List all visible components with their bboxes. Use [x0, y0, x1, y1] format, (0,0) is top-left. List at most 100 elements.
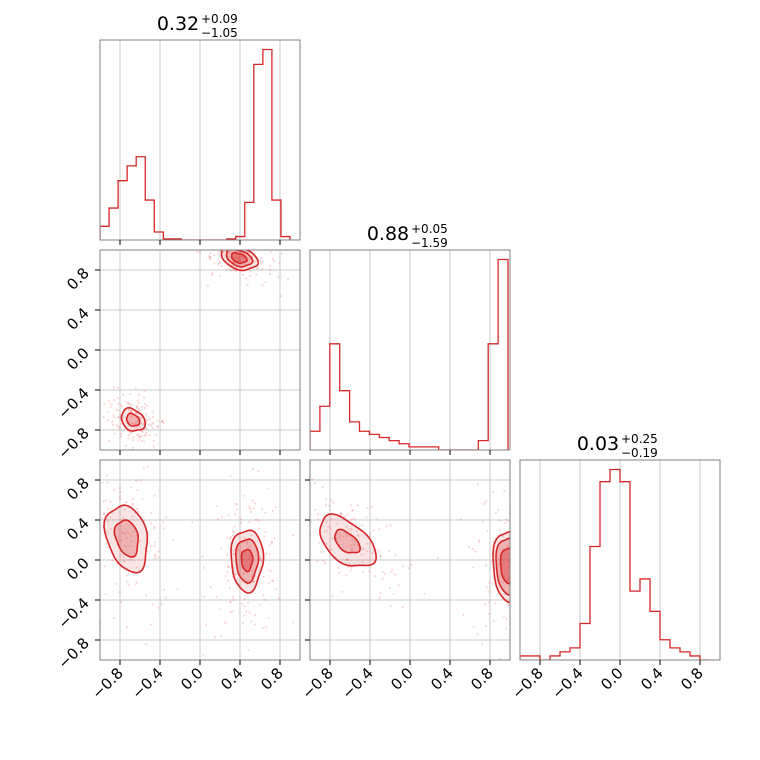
scatter-point — [340, 512, 343, 516]
scatter-point — [119, 422, 123, 426]
scatter-point — [139, 539, 142, 542]
scatter-point — [492, 540, 495, 544]
scatter-point — [102, 512, 105, 516]
scatter-point — [229, 475, 232, 478]
contour-level — [240, 548, 254, 573]
scatter-point — [153, 553, 156, 556]
scatter-point — [524, 583, 526, 585]
scatter-point — [381, 577, 384, 580]
scatter-point — [160, 420, 163, 423]
scatter-point — [220, 516, 224, 519]
scatter-point — [259, 259, 262, 263]
scatter-point — [346, 513, 349, 517]
scatter-point — [261, 463, 263, 465]
x-tick-label: 0.4 — [637, 664, 667, 694]
scatter-point — [89, 471, 91, 473]
scatter-point — [316, 560, 319, 563]
scatter-point — [379, 554, 382, 557]
scatter-point — [247, 545, 250, 548]
scatter-point — [510, 603, 512, 605]
scatter-point — [162, 521, 165, 524]
scatter-point — [120, 456, 122, 458]
title-upper-error: +0.05 — [411, 222, 448, 236]
scatter-point — [547, 522, 549, 524]
scatter-point — [228, 242, 230, 244]
scatter-point — [202, 566, 206, 569]
scatter-point — [105, 474, 109, 477]
scatter-point — [219, 274, 222, 277]
scatter-point — [235, 253, 238, 256]
scatter-point — [141, 430, 144, 433]
scatter-point — [125, 530, 128, 534]
scatter-point — [254, 502, 257, 505]
scatter-point — [118, 497, 122, 501]
scatter-point — [472, 625, 475, 628]
title-value: 0.32 — [157, 13, 199, 35]
scatter-point — [542, 591, 544, 593]
x-tick-label: 0.4 — [427, 664, 457, 694]
scatter-point — [139, 479, 142, 482]
scatter-point — [136, 489, 139, 492]
scatter-point — [147, 541, 150, 544]
scatter-point — [117, 402, 120, 405]
scatter-point — [347, 565, 350, 569]
scatter-point — [229, 610, 232, 614]
scatter-point — [124, 545, 127, 548]
scatter-point — [261, 283, 264, 287]
scatter-point — [277, 494, 279, 496]
scatter-point — [349, 504, 352, 507]
histogram-2-step — [520, 468, 710, 660]
scatter-point — [137, 439, 140, 442]
scatter-point — [335, 522, 338, 525]
scatter-point — [524, 554, 526, 556]
scatter-point — [195, 251, 198, 254]
scatter-point — [143, 434, 146, 437]
scatter-point — [249, 510, 253, 513]
scatter-point — [161, 420, 164, 423]
scatter-point — [136, 510, 140, 513]
scatter-point — [131, 502, 134, 505]
scatter-point — [121, 393, 125, 396]
scatter-point — [338, 571, 341, 574]
scatter-point — [350, 567, 353, 570]
scatter-point — [131, 446, 135, 449]
title-lower-error: −0.19 — [621, 446, 658, 460]
scatter-point — [522, 523, 524, 525]
scatter-point — [512, 602, 514, 604]
scatter-point — [394, 573, 397, 576]
scatter-point — [242, 256, 245, 259]
scatter-point — [522, 577, 524, 579]
scatter-point — [260, 558, 263, 561]
scatter-point — [362, 547, 365, 550]
scatter-point — [243, 537, 246, 540]
scatter-point — [254, 623, 257, 626]
scatter-point — [135, 406, 138, 410]
scatter-point — [329, 527, 332, 530]
scatter-point — [132, 504, 135, 507]
scatter-point — [134, 583, 137, 586]
scatter-point — [514, 561, 516, 563]
scatter-point — [155, 433, 158, 436]
scatter-point — [231, 610, 234, 613]
scatter-point — [332, 501, 335, 504]
scatter-point — [409, 563, 413, 567]
scatter-point — [328, 525, 331, 528]
scatter-point — [476, 633, 479, 636]
scatter-point — [268, 268, 271, 271]
scatter-point — [498, 519, 501, 522]
scatter-point — [515, 501, 517, 503]
scatter-point — [243, 554, 247, 557]
scatter-point — [379, 591, 382, 594]
scatter-point — [109, 405, 112, 409]
scatter-point — [106, 545, 109, 549]
scatter-point — [529, 569, 531, 571]
scatter-point — [247, 240, 249, 242]
scatter-point — [528, 535, 530, 537]
scatter-point — [262, 626, 265, 630]
scatter-point — [245, 277, 248, 280]
scatter-point — [150, 545, 153, 548]
scatter-point — [368, 570, 371, 573]
y-tick-label: 0.8 — [63, 264, 93, 294]
histogram-0-step — [100, 48, 291, 240]
scatter-point — [118, 495, 121, 498]
